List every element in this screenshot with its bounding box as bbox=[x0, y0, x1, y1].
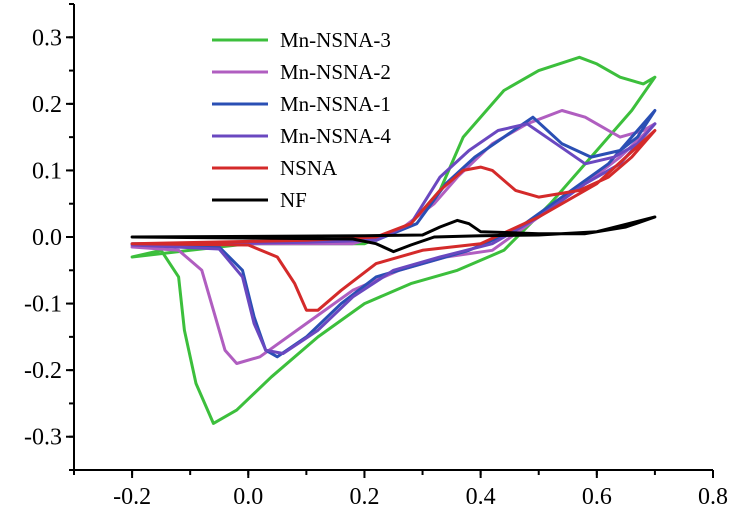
x-tick-label: -0.2 bbox=[113, 484, 151, 510]
legend-item-mn-nsna-4: Mn-NSNA-4 bbox=[212, 124, 391, 148]
axes-layer: -0.2 0.0 0.2 0.4 0.6 0.8 -0.3 -0.2 -0.1 0.0 0.1 0.2… bbox=[24, 3, 728, 510]
legend-item-nf: NF bbox=[212, 188, 307, 212]
legend-label: NF bbox=[280, 188, 307, 212]
x-tick-label: 0.6 bbox=[582, 484, 612, 510]
series-layer bbox=[130, 55, 657, 425]
legend-item-mn-nsna-2: Mn-NSNA-2 bbox=[212, 60, 391, 84]
y-tick-label: -0.2 bbox=[24, 358, 62, 384]
y-tick-label: 0.3 bbox=[32, 25, 62, 51]
y-tick-label: -0.3 bbox=[24, 425, 62, 451]
legend-item-mn-nsna-3: Mn-NSNA-3 bbox=[212, 28, 391, 52]
series-line-nf bbox=[130, 215, 657, 254]
x-tick-label: 0.8 bbox=[698, 484, 728, 510]
y-tick-label: 0.2 bbox=[32, 92, 62, 118]
series-line-nsna bbox=[130, 129, 657, 312]
series-line-mn-nsna-1 bbox=[130, 109, 657, 359]
legend-item-nsna: NSNA bbox=[212, 156, 338, 180]
x-tick-label: 0.2 bbox=[349, 484, 379, 510]
y-tick-label: 0.0 bbox=[32, 225, 62, 251]
legend-label: NSNA bbox=[280, 156, 338, 180]
legend-item-mn-nsna-1: Mn-NSNA-1 bbox=[212, 92, 391, 116]
y-tick-label: -0.1 bbox=[24, 292, 62, 318]
x-tick-label: 0.0 bbox=[233, 484, 263, 510]
legend-label: Mn-NSNA-1 bbox=[280, 92, 391, 116]
x-tick-label: 0.4 bbox=[466, 484, 496, 510]
legend-label: Mn-NSNA-4 bbox=[280, 124, 391, 148]
y-tick-label: 0.1 bbox=[32, 158, 62, 184]
legend: Mn-NSNA-3 Mn-NSNA-2 Mn-NSNA-1 Mn-NSNA-4 NSNA… bbox=[212, 28, 391, 212]
series-line-mn-nsna-4 bbox=[130, 122, 657, 355]
legend-label: Mn-NSNA-3 bbox=[280, 28, 391, 52]
legend-label: Mn-NSNA-2 bbox=[280, 60, 391, 84]
